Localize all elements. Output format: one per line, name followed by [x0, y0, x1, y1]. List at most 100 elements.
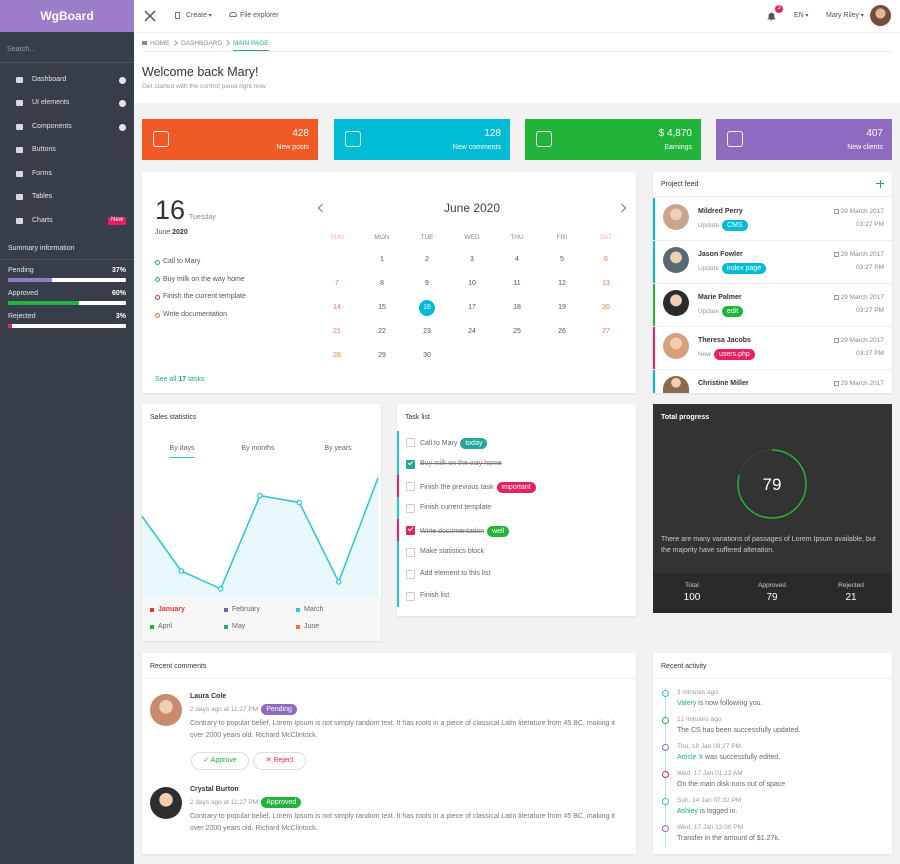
- summary-value: 60%: [111, 289, 126, 297]
- menu-item[interactable]: UI elements: [32, 98, 70, 106]
- calendar-date[interactable]: 5: [560, 255, 564, 263]
- todo-item: Buy milk on the way home: [163, 275, 245, 283]
- menu-icon: [16, 77, 23, 83]
- calendar-date[interactable]: 21: [333, 327, 341, 335]
- notification-badge: [775, 5, 783, 13]
- calendar-date[interactable]: 16: [423, 303, 431, 311]
- calendar-date[interactable]: 18: [513, 303, 521, 311]
- calendar-date[interactable]: 9: [425, 279, 429, 287]
- calendar-date[interactable]: 26: [558, 327, 566, 335]
- timeline-dot: [662, 744, 669, 751]
- menu-item[interactable]: Dashboard: [32, 75, 67, 83]
- checkbox[interactable]: [406, 525, 415, 535]
- progress-track: [8, 278, 126, 282]
- see-all-link[interactable]: See all 17 tasks: [155, 376, 204, 384]
- approve-button[interactable]: ✓ Approve: [191, 752, 249, 770]
- calendar-date[interactable]: 23: [423, 327, 431, 335]
- calendar-date[interactable]: 10: [468, 279, 476, 287]
- task-border: [397, 585, 399, 607]
- checkbox[interactable]: [406, 481, 415, 491]
- calendar-date[interactable]: 14: [333, 303, 341, 311]
- menu-item[interactable]: Forms: [32, 169, 52, 177]
- calendar-title: June 2020: [443, 200, 501, 215]
- avatar: [870, 5, 891, 26]
- calendar-date[interactable]: 20: [602, 303, 610, 311]
- progress-stat-label: Approved: [758, 582, 786, 590]
- calendar-date[interactable]: 3: [470, 255, 474, 263]
- checkbox[interactable]: [406, 547, 415, 557]
- calendar-date[interactable]: 8: [380, 279, 384, 287]
- reject-label: Reject: [273, 757, 294, 764]
- progress-bar: [8, 301, 79, 305]
- breadcrumb-item[interactable]: HOME: [150, 40, 170, 48]
- menu-item[interactable]: Charts: [32, 216, 53, 224]
- todo-bullet: [155, 259, 160, 265]
- progress-stat-label: Total: [685, 582, 699, 590]
- timeline-dot: [662, 825, 669, 832]
- checkbox[interactable]: [406, 591, 415, 601]
- checkbox[interactable]: [406, 437, 415, 447]
- todo-bullet: [155, 312, 160, 318]
- weekday-header: THU: [510, 234, 524, 242]
- calendar-date[interactable]: 29: [378, 351, 386, 359]
- checkbox[interactable]: [406, 569, 415, 579]
- language-menu[interactable]: EN ▾: [794, 12, 808, 20]
- check-mark: [407, 459, 413, 466]
- task-border: [397, 563, 399, 585]
- tab[interactable]: By years: [324, 444, 352, 452]
- progress-bar: [8, 278, 52, 282]
- search-input[interactable]: Search...: [7, 45, 36, 53]
- calendar-date[interactable]: 4: [515, 255, 519, 263]
- calendar-date[interactable]: 28: [333, 351, 341, 359]
- comment-badge: Approved: [261, 797, 302, 809]
- calendar-date[interactable]: 1: [380, 255, 384, 263]
- breadcrumb-item[interactable]: DASHBOARD: [181, 40, 223, 48]
- progress-bar: [8, 324, 12, 328]
- divider: [653, 678, 892, 679]
- task-card: [397, 404, 636, 616]
- tab[interactable]: By days: [169, 445, 195, 459]
- sidebar: [0, 0, 134, 864]
- create-menu[interactable]: Create ▾: [186, 12, 212, 20]
- activity-link: Article X: [677, 753, 704, 761]
- calendar-weekday: Tuesday: [189, 213, 216, 221]
- menu-item[interactable]: Buttons: [32, 145, 56, 153]
- feed-date: 29 March 2017: [840, 208, 884, 216]
- file-explorer[interactable]: File explorer: [240, 11, 279, 19]
- calendar-date[interactable]: 7: [335, 279, 339, 287]
- calendar-date[interactable]: 30: [423, 351, 431, 359]
- calendar-date[interactable]: 6: [604, 255, 608, 263]
- legend-swatch: [296, 625, 300, 629]
- calendar-date[interactable]: 15: [378, 303, 386, 311]
- checkbox[interactable]: [406, 459, 415, 469]
- caret: ▾: [207, 12, 212, 19]
- feed-border: [653, 327, 655, 369]
- checkbox[interactable]: [406, 503, 415, 513]
- calendar-date[interactable]: 12: [558, 279, 566, 287]
- avatar: [663, 290, 689, 316]
- calendar-date[interactable]: 11: [513, 279, 521, 287]
- calendar-date[interactable]: 17: [468, 303, 476, 311]
- calendar-date[interactable]: 22: [378, 327, 386, 335]
- feed-update: Update CMS: [698, 220, 748, 232]
- task-row: Write documentation well: [420, 525, 510, 537]
- task-border: [397, 519, 399, 541]
- calendar-icon: [834, 252, 839, 257]
- calendar-date[interactable]: 25: [513, 327, 521, 335]
- reject-button[interactable]: ✕ Reject: [253, 752, 306, 770]
- calendar-date[interactable]: 24: [468, 327, 476, 335]
- divider: [0, 62, 134, 63]
- task-row: Finish current template: [420, 504, 491, 512]
- calendar-date[interactable]: 2: [425, 255, 429, 263]
- legend-swatch: [150, 625, 154, 629]
- menu-item[interactable]: Tables: [32, 192, 53, 200]
- calendar-date[interactable]: 27: [602, 327, 610, 335]
- progress-stat-value: 79: [766, 592, 778, 603]
- tab[interactable]: By months: [241, 444, 275, 452]
- brand: WgBoard: [40, 8, 94, 23]
- menu-item[interactable]: Components: [32, 122, 72, 130]
- user-menu[interactable]: Mary Riley ▾: [826, 12, 864, 20]
- calendar-date[interactable]: 19: [558, 303, 566, 311]
- area: [142, 477, 378, 597]
- calendar-date[interactable]: 13: [602, 279, 610, 287]
